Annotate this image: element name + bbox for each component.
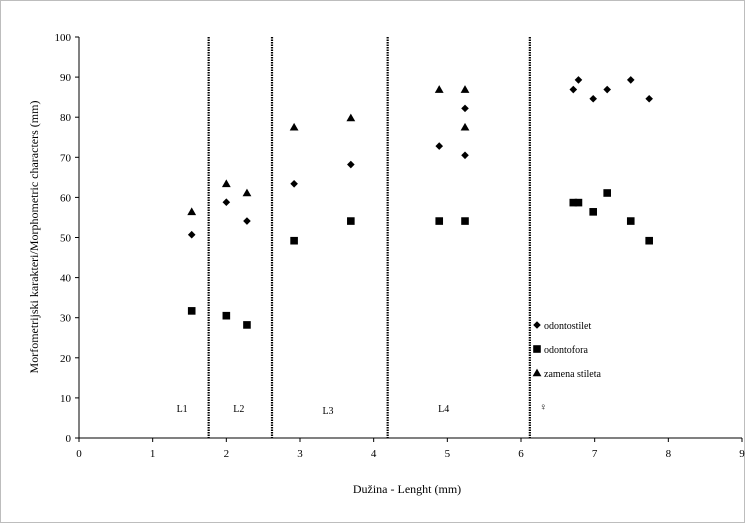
y-tick-label: 80 — [60, 112, 72, 124]
legend-marker-odontostilet — [533, 321, 541, 329]
odontofora-point — [603, 189, 611, 197]
legend-marker-zamena-stileta — [533, 369, 542, 377]
section-label: L2 — [233, 404, 244, 415]
odontostilet-point — [461, 151, 469, 159]
y-tick-label: 20 — [60, 353, 72, 365]
y-tick-label: 40 — [60, 273, 72, 285]
x-axis-title: Dužina - Lenght (mm) — [353, 482, 461, 496]
zamena-stileta-point — [346, 114, 355, 122]
y-tick-label: 30 — [60, 313, 72, 325]
odontofora-point — [575, 199, 583, 207]
odontostilet-point — [188, 231, 196, 239]
y-tick-label: 60 — [60, 192, 72, 204]
x-tick-label: 4 — [371, 448, 377, 460]
legend-label: zamena stileta — [544, 369, 601, 380]
x-tick-label: 1 — [150, 448, 156, 460]
odontofora-point — [188, 307, 196, 315]
x-tick-label: 0 — [76, 448, 82, 460]
legend-label: odontostilet — [544, 321, 591, 332]
legend-marker-odontofora — [533, 345, 541, 353]
x-tick-label: 6 — [518, 448, 524, 460]
odontostilet-point — [223, 198, 231, 206]
y-tick-label: 10 — [60, 393, 72, 405]
y-tick-label: 0 — [66, 433, 72, 445]
section-label: ♀ — [539, 402, 547, 413]
x-tick-label: 3 — [297, 448, 303, 460]
section-label: L4 — [438, 404, 449, 415]
zamena-stileta-point — [435, 85, 444, 93]
legend-label: odontofora — [544, 345, 588, 356]
section-labels-layer: L1 L2 L3 L4 ♀ — [177, 402, 547, 417]
section-label: L3 — [322, 406, 333, 417]
odontostilet-point — [243, 217, 251, 225]
odontofora-point — [627, 217, 635, 225]
odontofora-point — [461, 217, 469, 225]
zamena-stileta-point — [187, 207, 196, 215]
y-tick-label: 50 — [60, 233, 72, 245]
odontofora-point — [645, 237, 653, 245]
x-tick-label: 9 — [739, 448, 745, 460]
y-tick-label: 100 — [55, 32, 72, 44]
zamena-stileta-point — [461, 123, 470, 131]
x-tick-label: 5 — [445, 448, 451, 460]
odontostilet-point — [627, 76, 635, 84]
zamena-stileta-point — [290, 123, 299, 131]
odontostilet-point — [589, 95, 597, 103]
y-tick-label: 90 — [60, 72, 72, 84]
dividers-layer — [209, 37, 530, 438]
odontostilet-point — [290, 180, 298, 188]
odontostilet-point — [645, 95, 653, 103]
odontostilet-point — [575, 76, 583, 84]
axes-layer — [79, 37, 742, 438]
section-label: L1 — [177, 404, 188, 415]
odontostilet-point — [570, 86, 578, 94]
y-axis-title: Morfometrijski karakteri/Morphometric ch… — [27, 101, 41, 374]
legend: odontostilet odontofora zamena stileta — [533, 321, 602, 380]
points-layer — [187, 76, 653, 329]
zamena-stileta-point — [461, 85, 470, 93]
odontofora-point — [290, 237, 298, 245]
odontofora-point — [347, 217, 355, 225]
odontofora-point — [243, 321, 251, 329]
odontostilet-point — [603, 86, 611, 94]
x-tick-label: 8 — [666, 448, 672, 460]
zamena-stileta-point — [243, 189, 252, 197]
odontofora-point — [435, 217, 443, 225]
odontofora-point — [589, 208, 597, 216]
odontofora-point — [223, 312, 231, 320]
y-tick-label: 70 — [60, 152, 72, 164]
x-tick-label: 2 — [224, 448, 230, 460]
odontostilet-point — [347, 161, 355, 169]
odontostilet-point — [461, 105, 469, 113]
x-tick-label: 7 — [592, 448, 598, 460]
zamena-stileta-point — [222, 179, 231, 187]
odontostilet-point — [435, 142, 443, 150]
